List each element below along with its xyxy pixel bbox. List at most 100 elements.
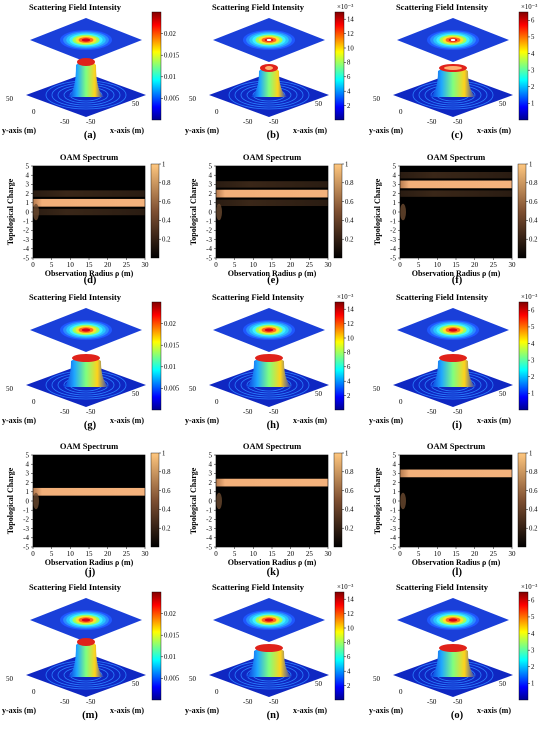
y-tick-label: 2 [26,190,30,198]
plot-frame [215,454,329,548]
panel-title: OAM Spectrum [60,152,118,162]
panel-label: (g) [84,420,97,431]
colorbar-tick-label: 10 [347,45,354,52]
y-tick-label: 5 [393,162,397,170]
x-axis-label: x-axis (m) [110,706,144,715]
y-tick-label: -2 [390,227,396,235]
y-tick-label: 5 [209,451,213,459]
colorbar-tick-label: 4 [347,379,351,386]
x-tick: 50 [132,100,140,108]
y-tick-label: 0 [26,208,30,216]
y-tick-label: -1 [206,507,212,515]
y-tick-label: -4 [390,534,396,542]
y-tick-label: -3 [206,525,212,533]
x-tick-label: 10 [250,261,258,269]
colorbar [333,163,343,259]
y-tick-label: 0 [393,497,397,505]
colorbar-tick-label: 0.4 [529,218,538,225]
contour-ring [81,38,91,42]
panel-label: (j) [85,567,96,578]
y-tick: 50 [373,385,381,393]
x-axis-label: x-axis (m) [477,416,511,425]
y-tick-label: 1 [393,488,397,496]
colorbar [517,452,527,548]
oam-band [400,469,512,478]
x-tick-label: 15 [269,550,277,558]
colorbar [334,591,345,701]
oam-band [33,198,145,207]
colorbar-tick-label: 0.015 [164,343,180,350]
plot-frame [32,165,146,259]
x-tick-label: 15 [453,550,461,558]
panel-b: Scattering Field Intensity 50 0 -50 -50 50 y-a… [185,2,354,135]
colorbar-tick-label: 0.4 [162,218,171,225]
colorbar-tick-label: 0.6 [529,488,538,495]
colorbar [334,11,345,121]
y-axis-label: y-axis (m) [185,126,219,135]
colorbar-tick-label: 3 [531,67,535,74]
y-tick-label: 1 [26,199,30,207]
x-tick-label: 0 [214,261,218,269]
x-axis-label: x-axis (m) [293,126,327,135]
colorbar-tick-label: 0.005 [164,386,180,393]
colorbar [151,591,162,701]
panel-title: Scattering Field Intensity [396,2,489,12]
colorbar-tick-label: 0.6 [345,488,354,495]
x-tick-label: 10 [250,550,258,558]
colorbar-tick-label: 1 [162,161,165,168]
colorbar-tick-label: 0.2 [162,237,171,244]
x-tick-label: 30 [142,550,150,558]
y-tick: -50 [427,698,437,706]
colorbar-tick-label: 0.4 [529,507,538,514]
x-axis-label: Observation Radius ρ (m) [228,269,317,278]
colorbar-tick-label: 1 [162,450,165,457]
colorbar-tick-label: 0.8 [345,180,354,187]
colorbar-tick-label: 0.8 [529,180,538,187]
y-tick: 0 [399,688,403,696]
x-axis-label: Observation Radius ρ (m) [45,269,134,278]
colorbar-tick-label: 12 [347,611,354,618]
y-tick-label: 1 [209,488,213,496]
y-axis-label: y-axis (m) [2,416,36,425]
colorbar-tick-label: 4 [531,631,535,638]
y-axis-label: Topological Charge [189,467,198,534]
colorbar-tick-label: 0.015 [164,633,180,640]
y-tick-label: -5 [23,254,29,262]
colorbar-tick-label: 0.01 [164,74,176,81]
y-tick-label: 4 [26,172,30,180]
peak-top [255,644,283,652]
colorbar-tick-label: 8 [347,640,351,647]
colorbar-tick-label: 0.005 [164,96,180,103]
colorbar-tick-label: 0.01 [164,654,176,661]
y-tick-label: -3 [390,236,396,244]
x-tick: 50 [132,680,140,688]
colorbar-tick-label: 5 [531,34,535,41]
x-tick-label: 20 [471,261,479,269]
colorbar [333,452,343,548]
y-tick-label: -2 [390,516,396,524]
x-tick-label: 25 [123,261,131,269]
y-tick-label: -5 [390,254,396,262]
y-tick-label: 3 [393,470,397,478]
x-tick-label: 5 [50,261,54,269]
y-tick-label: 0 [26,497,30,505]
weak-band [33,208,145,216]
colorbar-exponent: ×10⁻³ [521,4,537,11]
peak-ring [444,66,462,70]
y-tick-label: 1 [393,199,397,207]
oam-band [33,487,145,496]
near-origin-glow [400,492,406,510]
colorbar-tick-label: 0.8 [162,180,171,187]
near-origin-glow [33,492,39,510]
peak-top [72,354,100,362]
y-axis-label: Topological Charge [6,467,15,534]
panel-title: Scattering Field Intensity [29,582,122,592]
colorbar-tick-label: 3 [531,647,535,654]
colorbar-tick-label: 1 [345,450,348,457]
colorbar-exponent: ×10⁻³ [337,584,353,591]
x-axis-label: x-axis (m) [293,416,327,425]
oam-band [216,189,328,198]
ring-center [266,38,272,42]
y-tick-label: -4 [206,245,212,253]
